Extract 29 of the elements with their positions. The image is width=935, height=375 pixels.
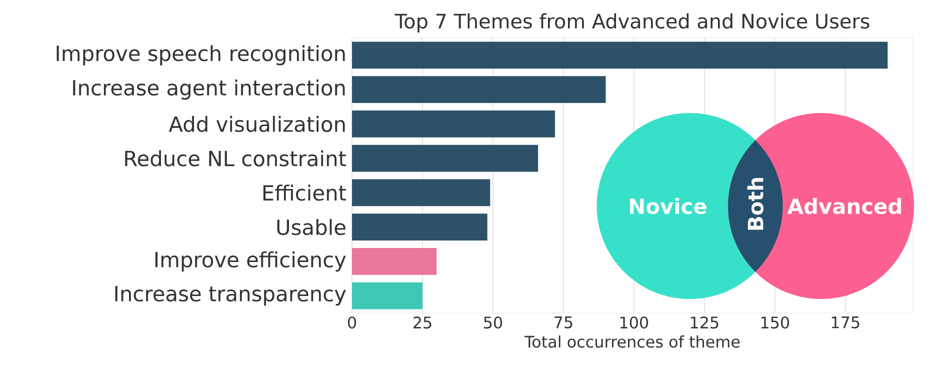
x-tick-label: 100 xyxy=(620,316,648,329)
bar xyxy=(352,144,538,172)
bar xyxy=(352,76,606,103)
x-tick-label: 125 xyxy=(690,316,718,329)
x-tick-label: 0 xyxy=(348,316,356,329)
bar xyxy=(352,179,490,206)
x-axis-title: Total occurrences of theme xyxy=(524,335,740,348)
x-tick-label: 25 xyxy=(414,316,432,329)
chart-title: Top 7 Themes from Advanced and Novice Users xyxy=(394,13,870,33)
annotation: Both xyxy=(747,178,764,230)
y-tick-label: Reduce NL constraint xyxy=(125,150,346,166)
y-tick-label: Improve speech recognition xyxy=(56,45,345,66)
y-tick-label: Improve efficiency xyxy=(155,251,346,272)
bar xyxy=(352,282,422,310)
x-tick-label: 175 xyxy=(832,316,860,328)
bar xyxy=(352,214,488,240)
y-tick-label: Usable xyxy=(277,218,346,236)
annotation: Advanced xyxy=(787,198,901,214)
bar xyxy=(352,42,888,69)
y-tick-label: Add visualization xyxy=(168,116,345,132)
y-tick-label: Increase transparency xyxy=(115,286,346,306)
x-tick-label: 75 xyxy=(554,316,572,328)
bar xyxy=(352,248,437,275)
annotation: Novice xyxy=(630,198,706,214)
y-tick-label: Increase agent interaction xyxy=(73,79,345,100)
x-tick-label: 50 xyxy=(484,316,502,329)
x-tick-label: 150 xyxy=(761,316,790,329)
y-tick-label: Efficient xyxy=(263,184,346,201)
bar xyxy=(352,110,555,138)
